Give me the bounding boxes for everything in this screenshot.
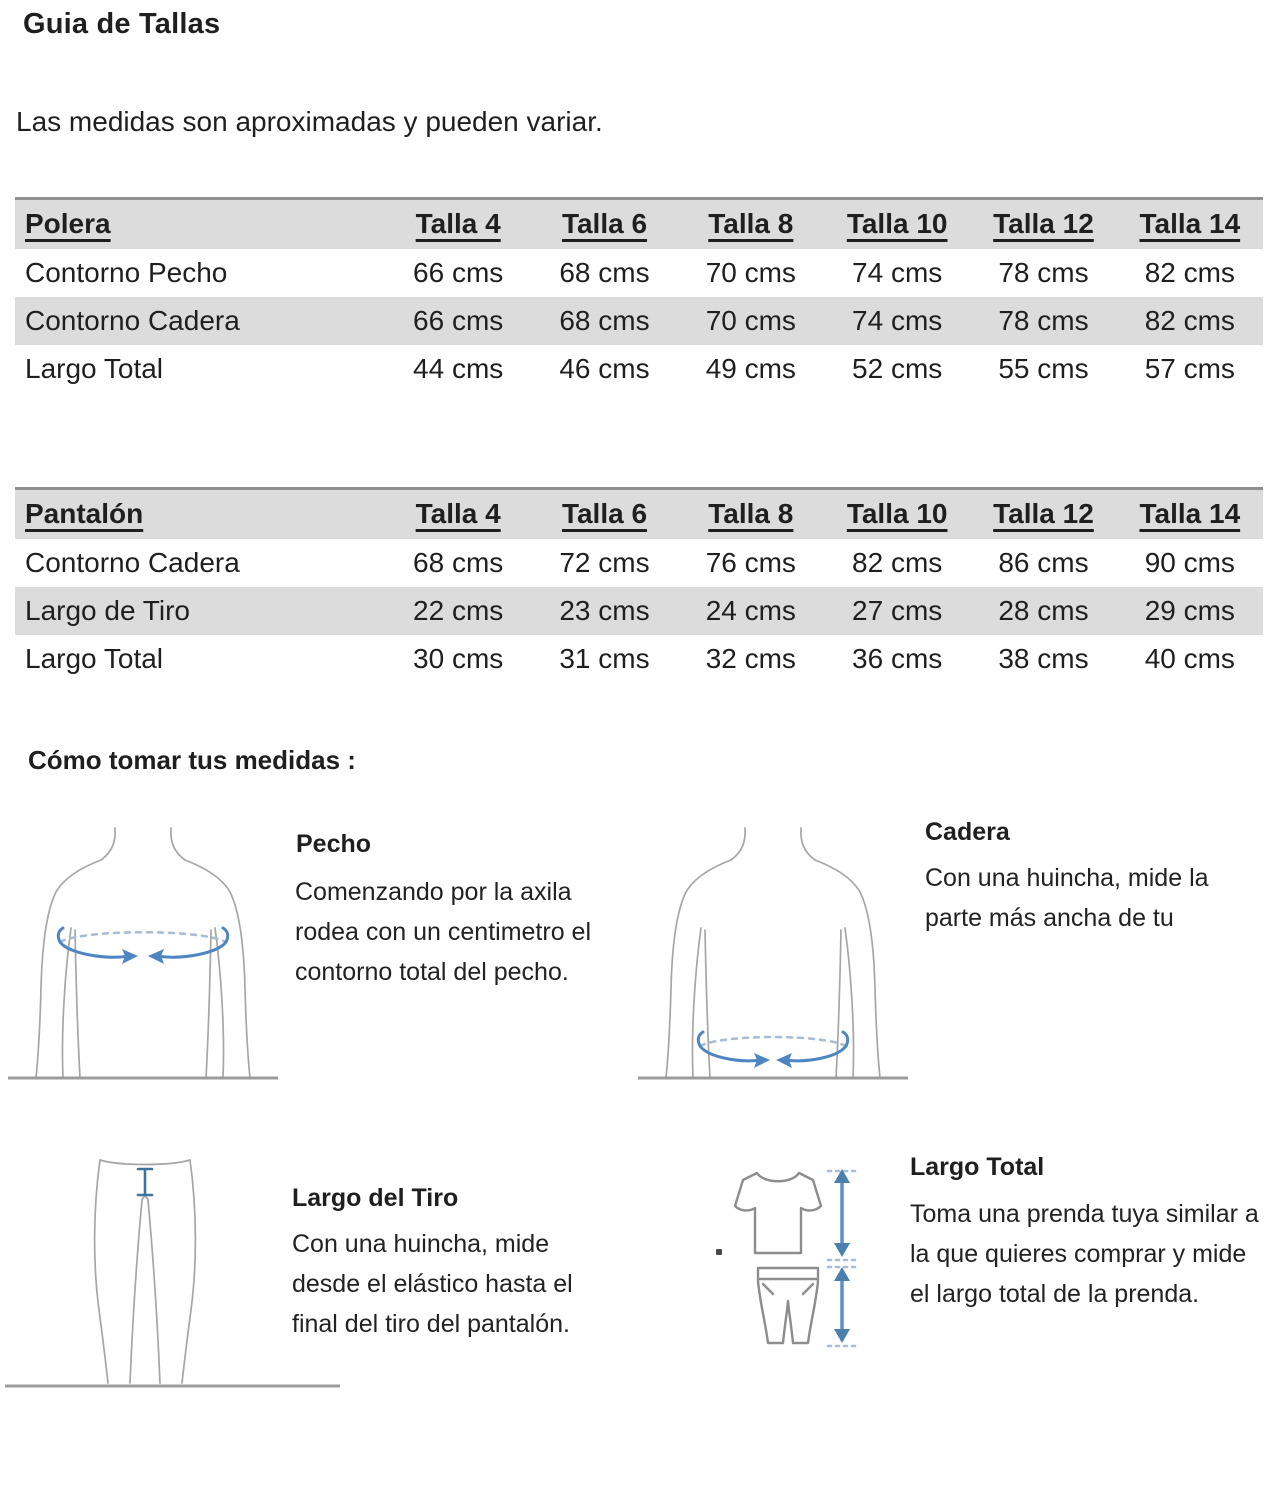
measure-value: 57 cms [1144, 352, 1235, 384]
measure-value: 72 cms [559, 546, 650, 578]
measure-value: 31 cms [559, 642, 650, 674]
size-column-header: Talla 10 [846, 208, 948, 240]
measure-value: 32 cms [705, 642, 796, 674]
table-row: Contorno Cadera 68 cms 72 cms 76 cms 82 cms 8… [15, 539, 1263, 587]
size-column-header: Talla 10 [846, 498, 948, 530]
measure-value: 38 cms [998, 642, 1089, 674]
measure-value: 24 cms [705, 594, 796, 626]
measure-value: 70 cms [705, 304, 796, 336]
torso-hip-measure-figure [638, 827, 908, 1080]
size-column-header: Talla 8 [708, 498, 794, 530]
measure-label: Largo de Tiro [25, 594, 190, 626]
table-row: Contorno Pecho 66 cms 68 cms 70 cms 74 cms 78… [15, 249, 1263, 297]
size-column-header: Talla 6 [561, 498, 648, 530]
page-subtitle: Las medidas son aproximadas y pueden var… [16, 106, 603, 137]
legs-rise-measure-figure [5, 1159, 340, 1388]
section-text-pecho: Comenzando por la axila rodea con un cen… [295, 878, 592, 986]
torso-chest-measure-figure [8, 827, 278, 1080]
size-column-header: Talla 6 [561, 208, 648, 240]
measure-value: 40 cms [1144, 642, 1235, 674]
measure-value: 76 cms [705, 546, 796, 578]
measure-value: 49 cms [705, 352, 796, 384]
shirt-pants-length-figure [733, 1169, 858, 1348]
measure-value: 28 cms [998, 594, 1089, 626]
section-title-pecho: Pecho [296, 830, 372, 858]
measure-label: Contorno Cadera [25, 304, 240, 336]
measure-value: 82 cms [1144, 256, 1235, 288]
measure-value: 46 cms [559, 352, 650, 384]
measure-label: Contorno Pecho [25, 256, 228, 288]
measure-value: 74 cms [852, 304, 943, 336]
measure-label: Largo Total [25, 352, 164, 384]
size-column-header: Talla 12 [993, 208, 1094, 240]
measure-label: Largo Total [25, 642, 164, 674]
size-column-header: Talla 12 [993, 498, 1094, 530]
measure-label: Contorno Cadera [25, 546, 240, 578]
measure-value: 22 cms [413, 594, 504, 626]
measure-value: 30 cms [413, 642, 504, 674]
measure-value: 68 cms [559, 256, 650, 288]
measure-value: 23 cms [559, 594, 650, 626]
measure-value: 90 cms [1144, 546, 1235, 578]
pantalon-size-table: Pantalón Talla 4 Talla 6 Talla 8 Talla 10 Tal… [15, 487, 1263, 683]
polera-size-table: Polera Talla 4 Talla 6 Talla 8 Talla 10 Talla… [15, 197, 1263, 393]
section-text-largo-del-tiro: Con una huincha, mide desde el elástico … [292, 1230, 573, 1338]
measure-value: 78 cms [998, 304, 1089, 336]
measure-value: 29 cms [1144, 594, 1235, 626]
measure-value: 82 cms [1144, 304, 1235, 336]
measure-value: 66 cms [413, 256, 504, 288]
measure-value: 55 cms [998, 352, 1089, 384]
section-title-largo-total: Largo Total [910, 1153, 1045, 1181]
section-title-largo-del-tiro: Largo del Tiro [292, 1184, 459, 1212]
size-column-header: Talla 14 [1139, 498, 1241, 530]
table-header-row: Polera Talla 4 Talla 6 Talla 8 Talla 10 Talla… [15, 198, 1263, 249]
measure-value: 70 cms [705, 256, 796, 288]
section-text-cadera: Con una huincha, mide la parte más ancha… [925, 864, 1209, 932]
measure-value: 82 cms [852, 546, 943, 578]
size-column-header: Talla 14 [1139, 208, 1241, 240]
section-text-largo-total: Toma una prenda tuya similar a la que qu… [910, 1200, 1259, 1308]
size-column-header: Talla 4 [415, 498, 501, 530]
table-name-header: Polera [25, 208, 111, 240]
measure-value: 86 cms [998, 546, 1089, 578]
section-title-cadera: Cadera [925, 818, 1010, 846]
measure-value: 44 cms [413, 352, 504, 384]
measure-value: 36 cms [852, 642, 943, 674]
measure-value: 68 cms [559, 304, 650, 336]
table-row: Largo Total 44 cms 46 cms 49 cms 52 cms 55 cm… [15, 345, 1263, 393]
measure-value: 74 cms [852, 256, 943, 288]
measure-value: 78 cms [998, 256, 1089, 288]
measuring-guide-heading: Cómo tomar tus medidas : [28, 745, 356, 775]
size-column-header: Talla 8 [708, 208, 794, 240]
page-title: Guia de Tallas [23, 8, 221, 40]
table-row: Largo Total 30 cms 31 cms 32 cms 36 cms 38 cm… [15, 635, 1263, 683]
table-row: Largo de Tiro 22 cms 23 cms 24 cms 27 cms 28 … [15, 586, 1263, 635]
measure-value: 68 cms [413, 546, 504, 578]
measure-value: 52 cms [852, 352, 943, 384]
table-name-header: Pantalón [25, 498, 144, 530]
stray-dot-mark [716, 1249, 722, 1255]
table-header-row: Pantalón Talla 4 Talla 6 Talla 8 Talla 10 Tal… [15, 488, 1263, 539]
measure-value: 27 cms [852, 594, 943, 626]
table-row: Contorno Cadera 66 cms 68 cms 70 cms 74 cms 7… [15, 296, 1263, 345]
measure-value: 66 cms [413, 304, 504, 336]
size-column-header: Talla 4 [415, 208, 501, 240]
